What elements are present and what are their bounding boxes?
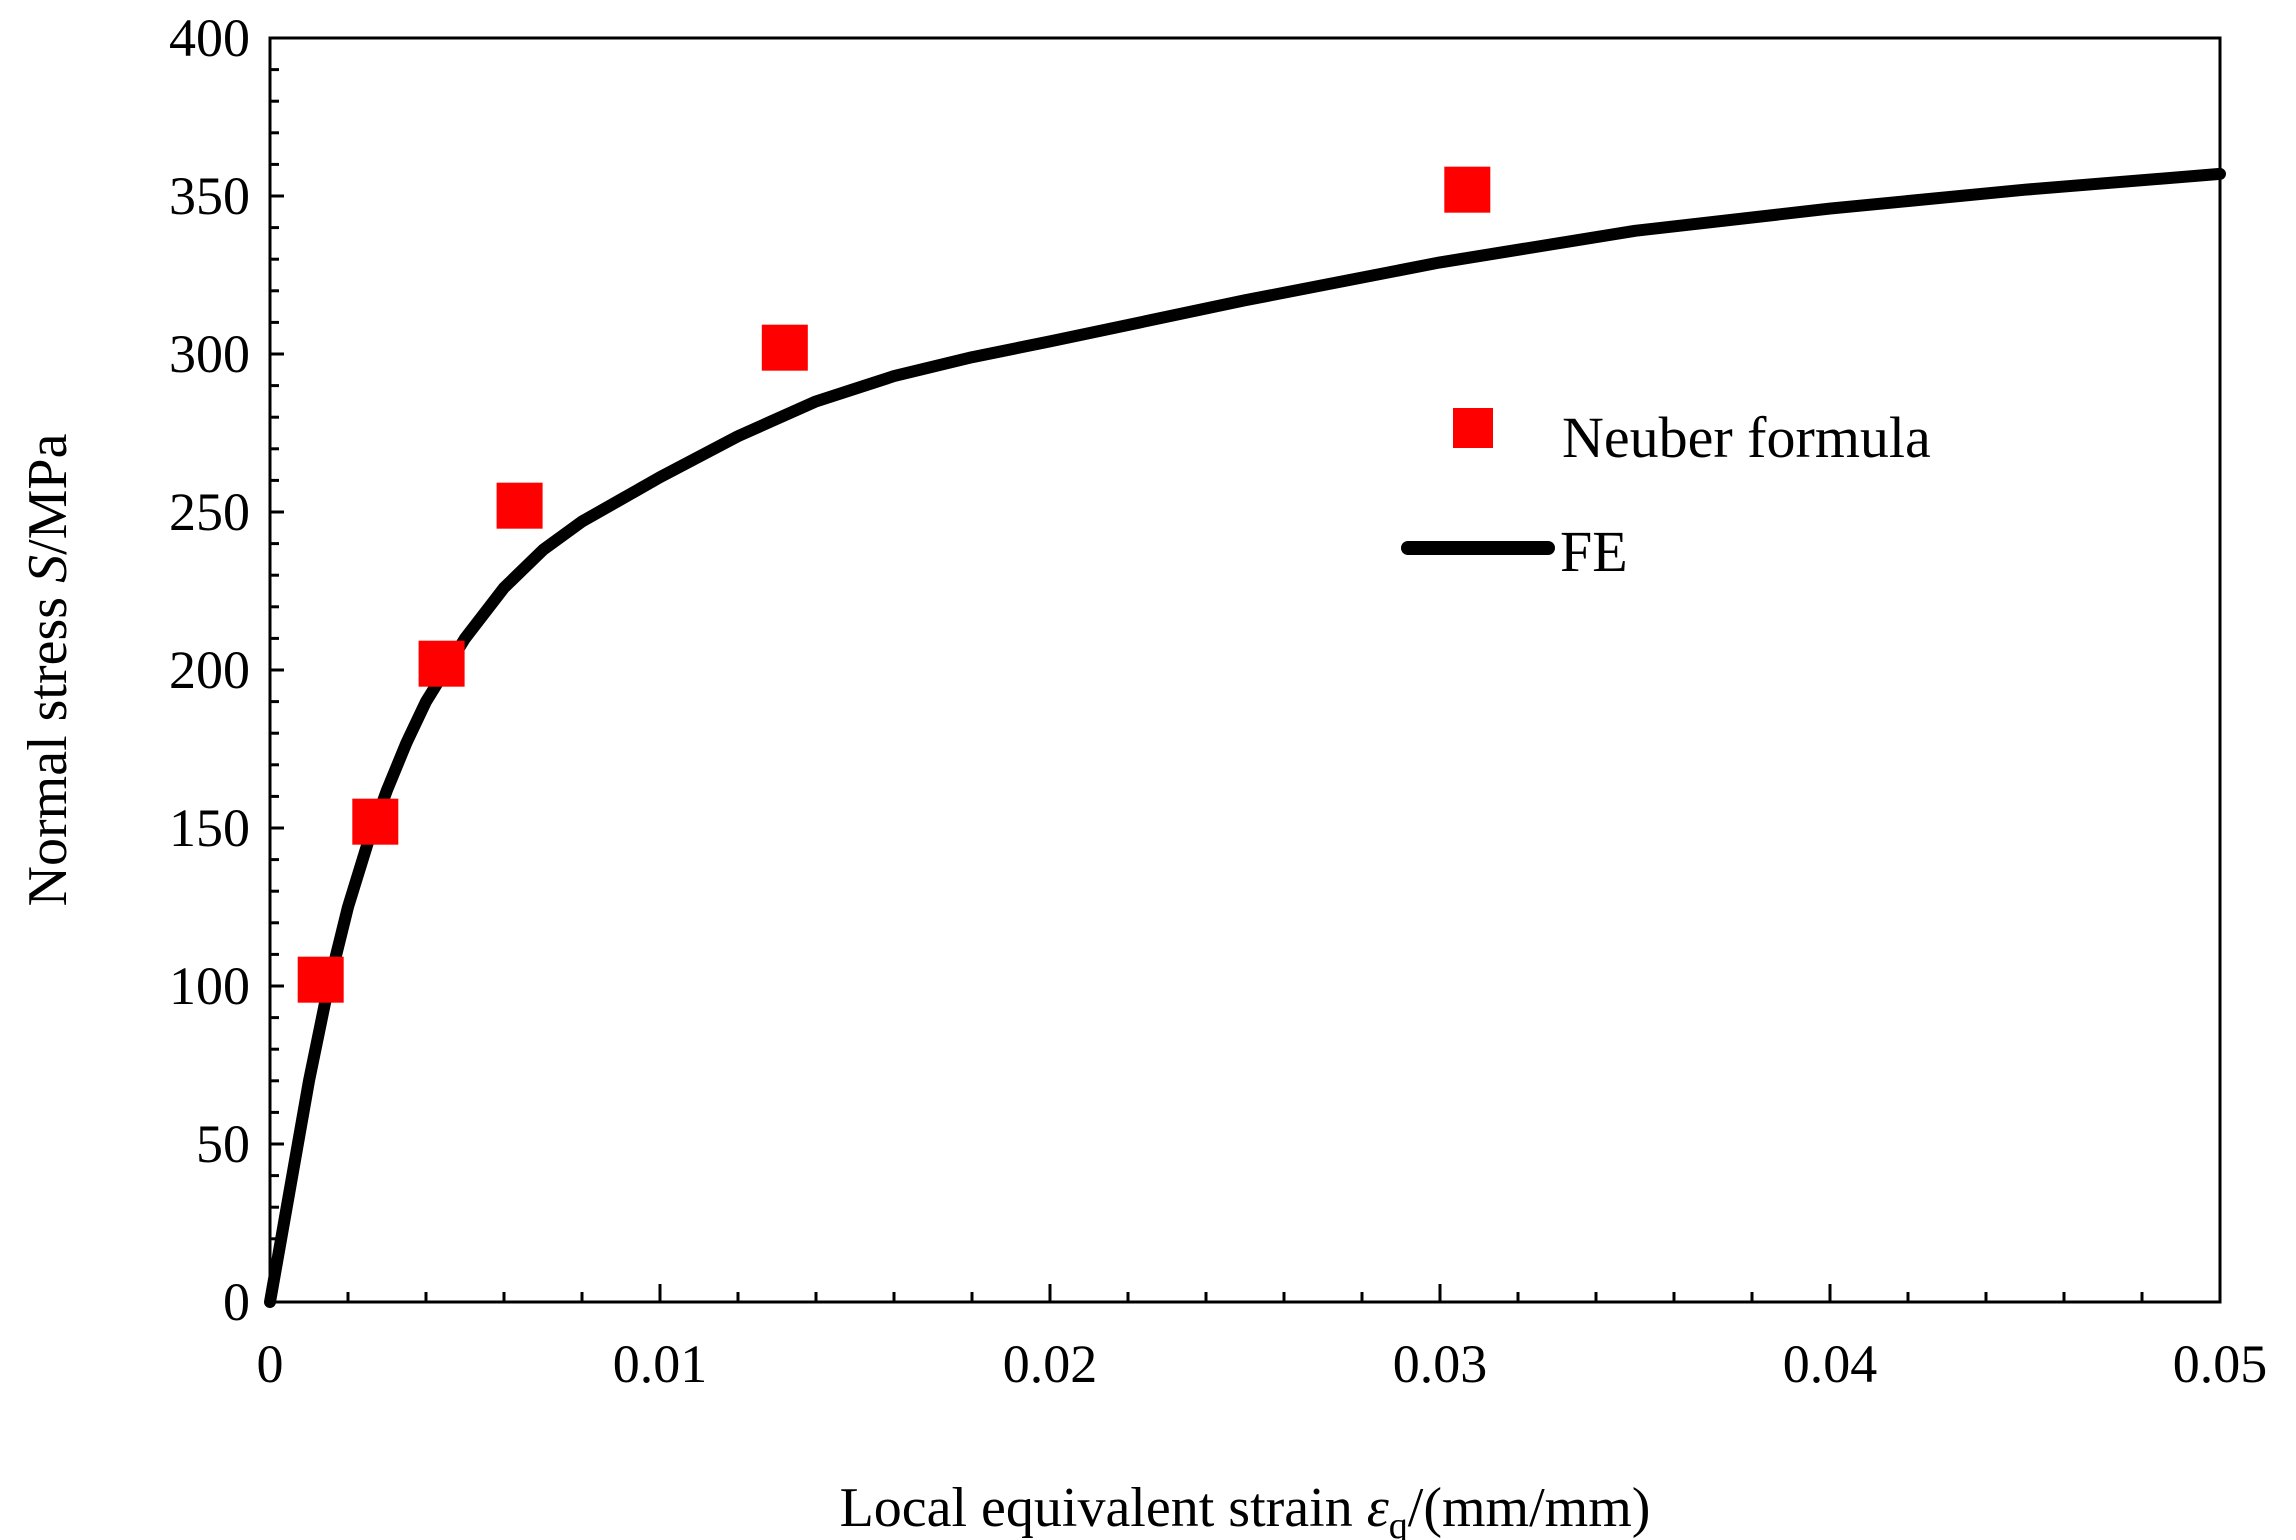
neuber-point <box>297 956 344 1003</box>
y-tick-label: 150 <box>169 798 250 858</box>
y-tick-label: 50 <box>196 1114 250 1174</box>
y-axis-title-prefix: Normal stress <box>17 583 79 907</box>
neuber-point <box>352 798 399 845</box>
y-tick-label: 400 <box>169 8 250 68</box>
neuber-point <box>1444 166 1491 213</box>
neuber-point <box>418 640 465 687</box>
x-axis-title-symbol: ε <box>1367 1477 1390 1539</box>
x-axis-title-subscript: q <box>1389 1505 1408 1540</box>
x-tick-label: 0.05 <box>2173 1334 2268 1394</box>
x-axis-ticks <box>268 1284 2222 1302</box>
fe-series-line <box>264 167 2226 1308</box>
y-tick-label: 200 <box>169 640 250 700</box>
x-tick-label: 0.03 <box>1393 1334 1488 1394</box>
y-axis-ticks <box>270 36 284 1304</box>
neuber-point <box>761 324 808 371</box>
series-layer <box>264 166 2226 1308</box>
legend-label-fe: FE <box>1560 519 1628 584</box>
x-tick-label: 0.01 <box>613 1334 708 1394</box>
x-tick-label: 0.02 <box>1003 1334 1098 1394</box>
y-axis-tick-labels: 0 50 100 150 200 250 300 350 400 <box>169 8 250 1332</box>
y-tick-label: 350 <box>169 166 250 226</box>
x-axis-title-suffix: /(mm/mm) <box>1408 1477 1651 1539</box>
y-axis-title-suffix: /MPa <box>17 433 79 554</box>
x-axis-title: Local equivalent strain εq/(mm/mm) <box>840 1477 1651 1540</box>
y-axis-title-symbol: S <box>17 555 79 583</box>
y-tick-label: 300 <box>169 324 250 384</box>
y-tick-label: 250 <box>169 482 250 542</box>
x-tick-label: 0 <box>257 1334 284 1394</box>
legend-label-neuber: Neuber formula <box>1562 405 1931 470</box>
legend: Neuber formula FE <box>1401 405 1931 584</box>
x-tick-label: 0.04 <box>1783 1334 1878 1394</box>
plot-area <box>268 36 2222 1304</box>
x-axis-tick-labels: 0 0.01 0.02 0.03 0.04 0.05 <box>257 1334 2268 1394</box>
y-tick-label: 100 <box>169 956 250 1016</box>
legend-marker-neuber <box>1453 408 1493 448</box>
y-axis-title: Normal stress S/MPa <box>17 433 79 906</box>
y-tick-label: 0 <box>223 1272 250 1332</box>
neuber-point <box>496 482 543 529</box>
x-axis-title-prefix: Local equivalent strain <box>840 1477 1367 1539</box>
